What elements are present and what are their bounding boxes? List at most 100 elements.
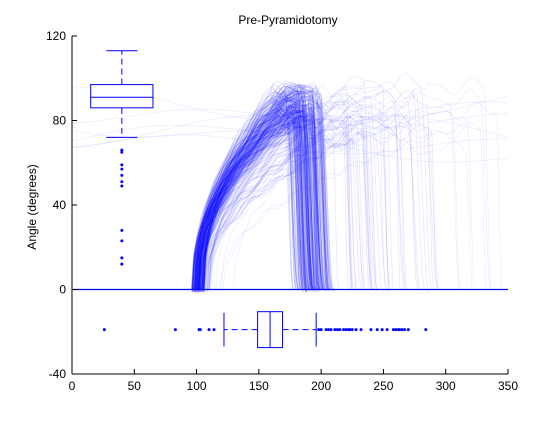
trace-line — [72, 104, 508, 293]
trace-line — [72, 127, 508, 290]
trace-line — [72, 114, 508, 293]
trace-line — [72, 129, 508, 290]
trace-line — [72, 89, 508, 294]
trace-line — [72, 84, 508, 293]
trace-line — [72, 122, 508, 291]
trace-line — [72, 109, 508, 290]
x-tick-label: 200 — [311, 379, 331, 393]
boxplot-onset-outlier — [102, 328, 106, 332]
trace-line — [71, 134, 509, 155]
trace-line — [72, 92, 508, 291]
trace-line — [72, 105, 508, 290]
boxplot-onset-outlier — [398, 328, 402, 332]
trace-line — [72, 89, 508, 290]
trace-line — [72, 130, 508, 290]
trace-line — [72, 100, 508, 294]
trace-line — [72, 82, 508, 292]
trace-line — [72, 108, 508, 292]
trace-line — [72, 123, 508, 293]
x-tick-label: 150 — [249, 379, 269, 393]
trace-line — [72, 116, 508, 292]
trace-line — [72, 86, 508, 290]
trace-line — [72, 85, 508, 290]
trace-line — [72, 88, 508, 293]
trace-line — [72, 90, 508, 293]
trace-line — [72, 112, 508, 293]
boxplot-onset-outlier — [391, 328, 395, 332]
trace-line — [72, 82, 508, 291]
boxplot-onset-outlier — [212, 328, 216, 332]
x-tick-label: 50 — [128, 379, 142, 393]
trace-line — [72, 100, 508, 292]
trace-line — [72, 138, 508, 290]
trace-line — [72, 92, 508, 290]
trace-line — [71, 108, 509, 129]
boxplot-onset-outlier — [375, 328, 379, 332]
traces-layer — [71, 72, 509, 294]
trace-line — [72, 139, 508, 292]
trace-line — [72, 123, 508, 293]
trace-line — [72, 108, 508, 290]
trace-line — [72, 99, 508, 290]
trace-line — [72, 96, 508, 292]
trace-line — [72, 126, 508, 292]
trace-line — [72, 110, 508, 293]
trace-line — [72, 104, 508, 290]
trace-line — [72, 90, 508, 290]
trace-line — [72, 100, 508, 290]
trace-line — [72, 88, 508, 290]
trace-line — [72, 85, 508, 291]
x-tick-label: 100 — [187, 379, 207, 393]
boxplot-onset-outlier — [394, 328, 398, 332]
trace-line — [72, 101, 508, 292]
trace-line — [71, 95, 509, 148]
trace-line — [72, 115, 508, 290]
trace-line — [72, 86, 508, 290]
trace-line — [72, 110, 508, 290]
trace-line — [72, 84, 508, 290]
trace-line — [72, 102, 508, 292]
trace-line — [72, 121, 508, 293]
trace-line — [72, 99, 508, 290]
boxplot-onset-outlier — [400, 328, 404, 332]
trace-line — [72, 95, 508, 290]
trace-line — [72, 107, 508, 290]
trace-line — [72, 83, 508, 293]
trace-line — [72, 108, 508, 290]
trace-line — [72, 125, 508, 292]
trace-line — [72, 85, 508, 292]
trace-line — [72, 111, 508, 292]
trace-line — [72, 92, 508, 290]
trace-line — [72, 113, 508, 290]
trace-line — [72, 116, 508, 291]
trace-line — [72, 90, 508, 291]
trace-line — [72, 106, 508, 293]
trace-line — [72, 84, 508, 291]
trace-line — [72, 104, 508, 292]
boxplot-onset-outlier — [319, 328, 323, 332]
trace-line — [72, 95, 508, 292]
trace-line — [72, 109, 508, 290]
trace-line — [72, 115, 508, 290]
trace-line — [71, 130, 509, 163]
trace-line — [72, 115, 508, 292]
trace-line — [72, 125, 508, 293]
trace-line — [72, 97, 508, 290]
trace-line — [72, 92, 508, 293]
trace-line — [72, 117, 508, 292]
trace-line — [72, 103, 508, 293]
trace-line — [72, 119, 508, 290]
trace-line — [72, 116, 508, 290]
trace-line — [72, 109, 508, 291]
trace-line — [72, 122, 508, 293]
trace-line — [72, 99, 508, 290]
trace-line — [72, 80, 508, 291]
boxplot-onset-outlier — [329, 328, 333, 332]
trace-line — [72, 110, 508, 293]
trace-line — [72, 112, 508, 290]
boxplot-onset-outlier — [348, 328, 352, 332]
trace-line — [72, 130, 508, 290]
boxplot-onset-outlier — [338, 328, 342, 332]
trace-line — [72, 117, 508, 292]
